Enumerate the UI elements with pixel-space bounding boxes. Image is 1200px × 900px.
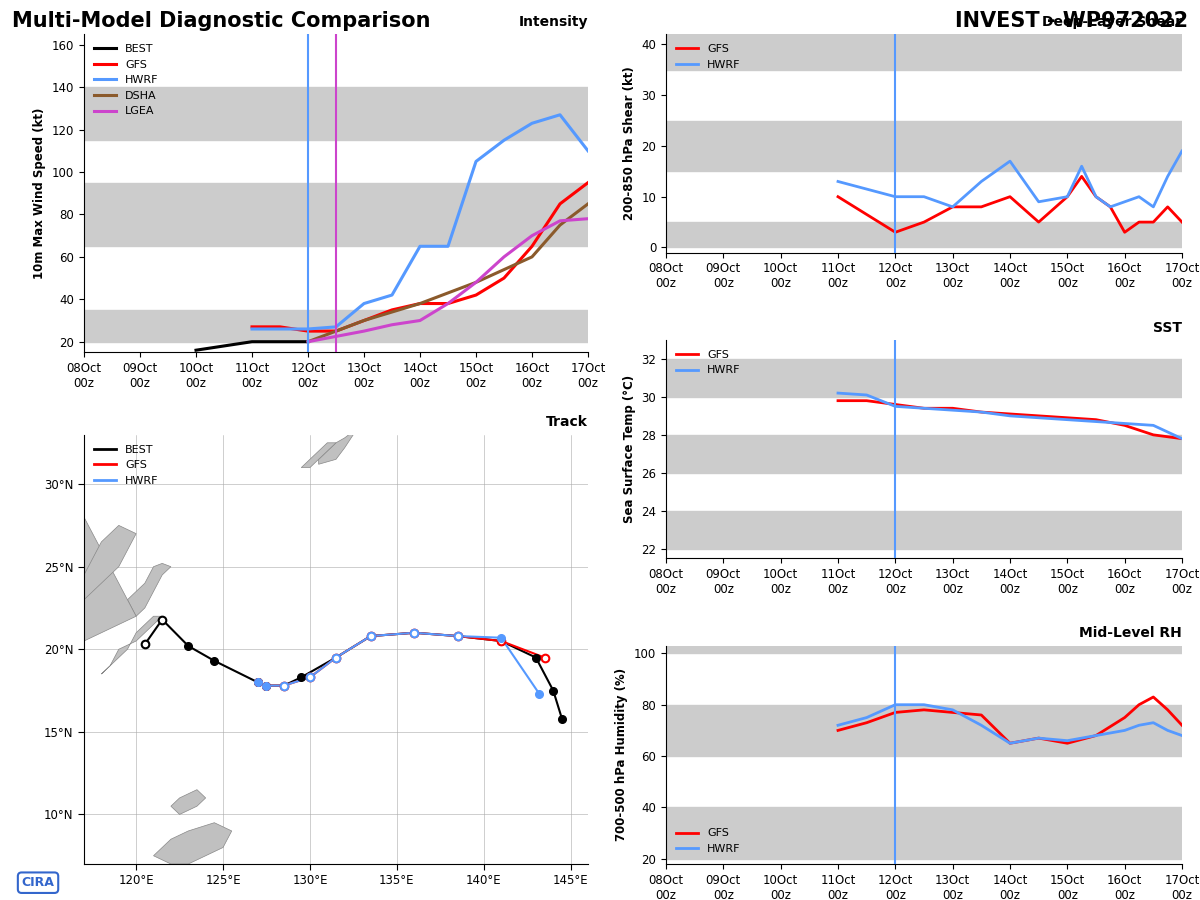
Bar xyxy=(666,511,1182,549)
Text: INVEST - WP972022: INVEST - WP972022 xyxy=(955,11,1188,31)
Bar xyxy=(84,87,588,140)
Bar xyxy=(666,645,1182,653)
Legend: GFS, HWRF: GFS, HWRF xyxy=(672,824,745,859)
Bar xyxy=(666,807,1182,859)
Text: Intensity: Intensity xyxy=(518,15,588,29)
Polygon shape xyxy=(84,526,136,599)
Y-axis label: Sea Surface Temp (°C): Sea Surface Temp (°C) xyxy=(623,375,636,523)
Bar xyxy=(666,435,1182,472)
Polygon shape xyxy=(319,294,510,464)
Text: SST: SST xyxy=(1153,320,1182,335)
Bar xyxy=(84,183,588,247)
Text: CIRA: CIRA xyxy=(22,877,54,889)
Text: Mid-Level RH: Mid-Level RH xyxy=(1079,626,1182,640)
Bar xyxy=(666,121,1182,171)
Text: Deep-Layer Shear: Deep-Layer Shear xyxy=(1042,15,1182,29)
Polygon shape xyxy=(170,789,205,814)
Polygon shape xyxy=(154,823,232,864)
Bar xyxy=(84,310,588,342)
Legend: BEST, GFS, HWRF: BEST, GFS, HWRF xyxy=(90,440,163,490)
Legend: GFS, HWRF: GFS, HWRF xyxy=(672,346,745,380)
Bar xyxy=(666,705,1182,756)
Y-axis label: 200-850 hPa Shear (kt): 200-850 hPa Shear (kt) xyxy=(623,67,636,220)
Bar xyxy=(666,34,1182,69)
Polygon shape xyxy=(84,518,136,641)
Bar xyxy=(666,222,1182,248)
Legend: BEST, GFS, HWRF, DSHA, LGEA: BEST, GFS, HWRF, DSHA, LGEA xyxy=(90,40,163,121)
Polygon shape xyxy=(215,344,301,410)
Polygon shape xyxy=(101,616,162,674)
Polygon shape xyxy=(127,563,170,616)
Bar xyxy=(666,359,1182,397)
Legend: GFS, HWRF: GFS, HWRF xyxy=(672,40,745,74)
Y-axis label: 10m Max Wind Speed (kt): 10m Max Wind Speed (kt) xyxy=(34,108,47,279)
Text: Multi-Model Diagnostic Comparison: Multi-Model Diagnostic Comparison xyxy=(12,11,431,31)
Polygon shape xyxy=(344,415,388,435)
Y-axis label: 700-500 hPa Humidity (%): 700-500 hPa Humidity (%) xyxy=(616,669,629,842)
Text: Track: Track xyxy=(546,415,588,429)
Polygon shape xyxy=(301,443,336,468)
